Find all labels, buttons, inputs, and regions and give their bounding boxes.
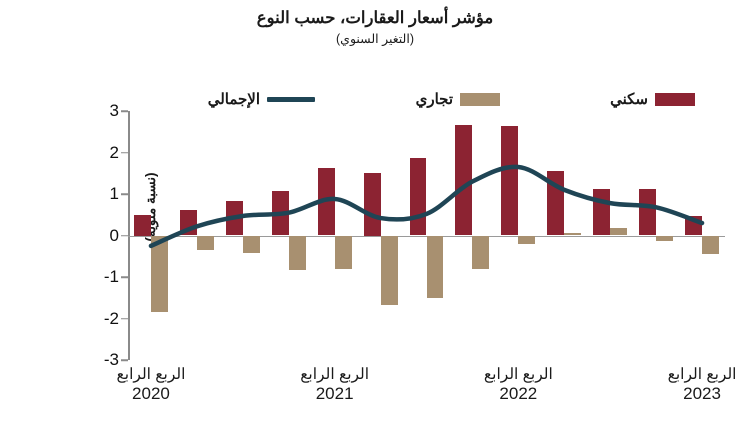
legend-item-residential[interactable]: سكني [610,88,695,110]
chart-legend: سكني تجاري الإجمالي [150,88,695,110]
x-axis-label: الربع الرابع 2023 [637,366,750,403]
y-tick-mark [121,276,128,278]
x-axis-label-year: 2021 [315,383,354,403]
chart-title: مؤشر أسعار العقارات، حسب النوع [256,9,494,27]
y-tick-label: -1 [103,267,119,286]
chart-subtitle: (التغير السنوي) [336,32,414,46]
y-tick-label: -2 [103,308,119,328]
legend-item-commercial[interactable]: تجاري [416,88,500,110]
bar-commercial [702,235,720,255]
legend-line-total-icon [267,96,315,102]
y-tick-mark [121,359,128,361]
legend-swatch-residential-icon [655,92,695,106]
y-tick-mark [121,110,128,112]
y-tick-mark [121,151,128,154]
x-axis-label-quarter: الربع الرابع [300,366,370,383]
bar-commercial [426,235,444,298]
bar-residential [455,124,473,236]
x-axis-label-quarter: الربع الرابع [667,366,737,383]
y-tick-mark [121,193,128,195]
bar-commercial [334,235,352,269]
y-tick-mark [121,317,128,320]
x-axis-label-year: 2020 [132,383,170,403]
legend-item-total[interactable]: الإجمالي [208,88,315,110]
legend-swatch-commercial-icon [460,92,500,106]
y-tick-label: 2 [109,142,119,162]
x-axis-label: الربع الرابع 2021 [270,366,400,403]
y-tick-label: 1 [109,184,119,203]
bar-residential [501,126,519,236]
legend-label-commercial: تجاري [415,91,453,108]
bar-commercial [472,235,490,269]
bar-residential [363,173,381,236]
plot-area: (نسبة مئوية) 3 2 1 0 -1 -2 -3 الربع الرابع 2020… [104,101,737,403]
x-axis-label: الربع الرابع 2022 [453,366,583,403]
bar-commercial [380,235,398,306]
x-axis-label-quarter: الربع الرابع [483,366,553,383]
bar-commercial [196,235,214,251]
x-axis-label: الربع الرابع 2020 [86,366,216,403]
total-line-path [148,164,705,249]
bar-commercial [518,235,536,244]
y-tick-label: -3 [103,350,119,369]
bar-commercial [150,235,168,313]
legend-label-residential: سكني [610,91,648,108]
legend-label-total: الإجمالي [207,91,260,108]
bar-commercial [610,228,628,236]
bar-commercial [564,233,582,236]
x-axis-label-year: 2022 [499,383,538,403]
x-axis-label-quarter: الربع الرابع [116,366,186,383]
bar-commercial [656,235,674,241]
bar-commercial [242,235,260,253]
x-axis-label-year: 2023 [683,383,721,403]
y-tick-label: 3 [109,101,119,120]
bar-residential [639,189,657,236]
bar-residential [133,214,151,236]
bar-commercial [288,235,306,270]
total-line-layer [148,164,705,249]
y-tick-label: 0 [109,225,119,245]
y-tick-mark [121,234,128,237]
